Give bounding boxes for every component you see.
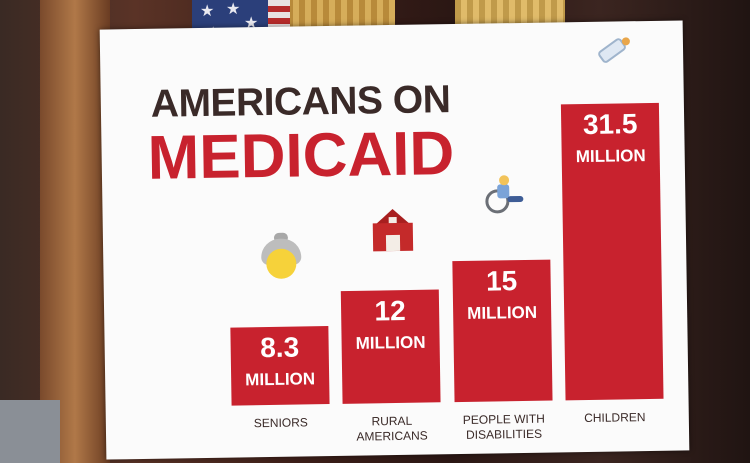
data-label: 12 [374, 295, 406, 326]
data-label: 8.3 [260, 332, 299, 364]
wheelchair-user-icon [485, 175, 526, 216]
bar-children [560, 102, 664, 401]
category-label: CHILDREN [584, 410, 646, 425]
star-icon: ★ [226, 1, 241, 18]
grandmother-icon [260, 232, 302, 283]
bar-chart: 8.3 MILLION SENIORS 12 MILLION RURALAMERICANS… [230, 102, 664, 444]
bar-seniors [230, 326, 330, 406]
category-label: DISABILITIES [466, 427, 542, 442]
wood-panel [40, 0, 110, 463]
barn-icon [372, 208, 414, 252]
star-icon: ★ [200, 3, 215, 20]
podium [0, 400, 60, 463]
data-label: MILLION [356, 333, 426, 353]
baby-bottle-icon [596, 36, 634, 68]
bar-rural-americans [340, 289, 441, 404]
data-label: MILLION [467, 303, 537, 323]
category-label: AMERICANS [356, 429, 428, 444]
bar-people-with-disabilities [452, 259, 553, 403]
data-label: 31.5 [583, 108, 638, 140]
category-label: RURAL [371, 414, 412, 429]
category-label: PEOPLE WITH [463, 412, 545, 427]
data-label: MILLION [245, 369, 315, 389]
data-label: MILLION [576, 146, 646, 166]
data-label: 15 [486, 265, 518, 296]
medicaid-poster: AMERICANS ON MEDICAID 8.3 MILLION SENIORS 1… [99, 20, 690, 460]
category-label: SENIORS [254, 415, 308, 430]
